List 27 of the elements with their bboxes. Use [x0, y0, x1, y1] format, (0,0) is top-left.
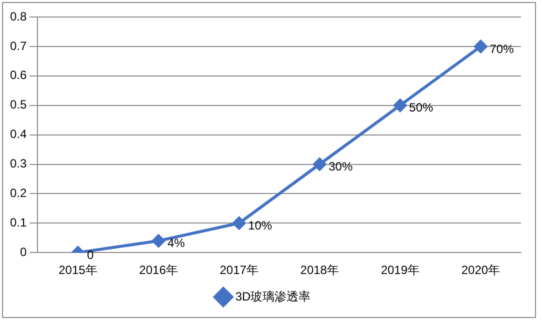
x-tick-label: 2015年: [58, 263, 98, 278]
point: [152, 234, 166, 248]
y-tick-label: 0.5: [10, 98, 27, 112]
x-tick-label: 2017年: [220, 263, 258, 278]
point: [474, 40, 488, 53]
y-tick-label: 0: [20, 244, 27, 259]
data-label: 50%: [409, 100, 434, 115]
point: [394, 98, 407, 112]
y-tick-label: 0.2: [10, 186, 27, 200]
y-tick-label: 0.1: [10, 215, 27, 230]
legend-label: 3D玻璃渗透率: [235, 289, 311, 304]
data-label: 30%: [328, 160, 353, 174]
point: [232, 216, 246, 230]
x-tick-label: 2019年: [380, 263, 420, 278]
y-tick-label: 0.8: [10, 9, 27, 24]
y-tick-label: 0.7: [10, 38, 27, 53]
data-label: 70%: [490, 42, 514, 56]
y-tick-label: 0.3: [10, 156, 27, 171]
y-tick-label: 0.6: [10, 68, 27, 82]
data-label: 4%: [168, 236, 186, 250]
data-label: 0: [86, 248, 94, 262]
y-tick-label: 0.4: [10, 127, 27, 142]
x-tick-label: 2016年: [139, 263, 178, 278]
x-tick-label: 2020年: [461, 263, 500, 278]
data-label: 10%: [248, 218, 272, 232]
point: [313, 158, 326, 171]
x-tick-label: 2018年: [300, 263, 339, 278]
